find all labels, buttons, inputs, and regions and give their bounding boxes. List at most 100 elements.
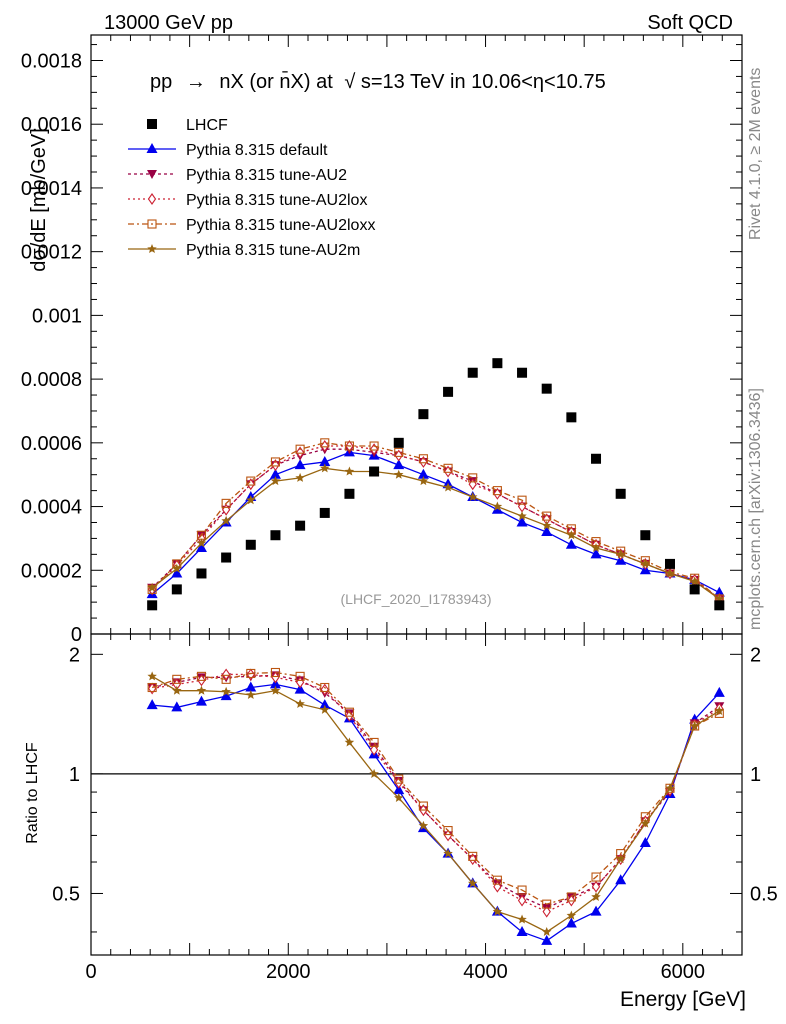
- ratio-point: [320, 704, 330, 714]
- data-point: [295, 444, 305, 454]
- series-line: [151, 671, 720, 905]
- data-point: [221, 552, 232, 563]
- data-point: [517, 511, 527, 521]
- x-tick-label: 0: [85, 961, 96, 983]
- data-point: [295, 520, 306, 531]
- main-y-tick-labels: 0 0.0002 0.0004 0.0006 0.0008 0.001 0.0012 0.00…: [21, 50, 82, 646]
- legend-marker: [147, 244, 157, 254]
- data-point: [492, 486, 502, 496]
- data-point: [541, 526, 553, 537]
- ratio-point: [516, 925, 528, 936]
- data-point: [689, 576, 700, 586]
- ratio-point: [468, 853, 477, 866]
- ratio-point: [591, 880, 601, 893]
- ratio-point: [394, 774, 404, 784]
- ratio-point: [172, 674, 182, 684]
- data-point: [443, 463, 453, 473]
- data-point: [147, 582, 157, 592]
- ratio-point: [320, 682, 330, 693]
- legend-item: Pythia 8.315 tune-AU2loxx: [128, 217, 375, 234]
- data-point: [369, 466, 380, 477]
- data-point: [320, 438, 330, 448]
- x-tick-label: 6000: [661, 961, 706, 983]
- legend-item: Pythia 8.315 tune-AU2m: [128, 242, 360, 259]
- data-point: [344, 466, 355, 476]
- main-y-axis-label: dσ/dE [mb/GeV]: [28, 128, 50, 272]
- data-point: [443, 482, 453, 492]
- y-tick-label: 0: [71, 624, 82, 646]
- legend-marker: [147, 170, 157, 179]
- ratio-point: [295, 671, 305, 681]
- data-point: [417, 468, 429, 479]
- data-point: [221, 498, 231, 508]
- data-point: [319, 455, 331, 466]
- data-point: [467, 491, 478, 502]
- rivet-version-label: Rivet 4.1.0, ≥ 2M events: [747, 68, 764, 240]
- data-point: [344, 441, 354, 451]
- ratio-point: [195, 695, 207, 706]
- data-point: [320, 463, 330, 473]
- ratio-point: [714, 705, 725, 716]
- data-point: [542, 511, 552, 521]
- legend: LHCF Pythia 8.315 default Pythia 8.315 tun…: [128, 117, 375, 259]
- legend-label: LHCF: [186, 117, 228, 134]
- legend-label: Pythia 8.315 tune-AU2loxx: [186, 217, 375, 234]
- ratio-point: [468, 851, 478, 861]
- data-point: [294, 459, 306, 470]
- data-point: [418, 476, 429, 486]
- data-point: [590, 548, 602, 559]
- ratio-point: [393, 792, 404, 802]
- y-tick-label: 0.0008: [21, 369, 82, 391]
- ratio-point: [443, 826, 453, 836]
- series-pythia-8-315-tune-au2loxx: [147, 438, 724, 604]
- ratio-point: [269, 678, 281, 689]
- ratio-point: [615, 874, 627, 885]
- ratio-y-tick-labels: 0.5 0.5 1 1 2 2: [52, 644, 778, 905]
- data-point: [665, 568, 675, 578]
- data-point: [418, 409, 429, 420]
- data-point: [541, 383, 552, 394]
- ratio-point: [541, 934, 553, 945]
- data-point: [615, 549, 626, 559]
- data-point: [171, 567, 183, 578]
- ratio-series-pythia-8-315-tune-au2m: [147, 671, 725, 937]
- y-tick-label: 0.0014: [21, 178, 82, 200]
- data-point: [714, 593, 725, 603]
- ratio-point: [517, 885, 527, 895]
- x-tick-labels: 0 2000 4000 6000: [85, 961, 705, 983]
- ratio-point: [591, 872, 601, 882]
- ratio-point: [196, 685, 207, 695]
- legend-label: Pythia 8.315 tune-AU2lox: [186, 192, 367, 209]
- ratio-point: [271, 671, 280, 684]
- data-point: [171, 584, 182, 595]
- ratio-tick-label-left: 2: [69, 644, 80, 666]
- main-series-group: [146, 358, 725, 611]
- data-point: [270, 530, 281, 541]
- ratio-point: [171, 701, 183, 712]
- data-point: [591, 542, 601, 553]
- data-point: [196, 568, 207, 579]
- ratio-point: [221, 674, 231, 684]
- data-point: [271, 459, 280, 472]
- title-arrow: →: [186, 71, 206, 93]
- legend-label: Pythia 8.315 default: [186, 142, 328, 159]
- ratio-point: [147, 682, 157, 693]
- data-point: [640, 558, 651, 568]
- header-right-label: Soft QCD: [647, 12, 733, 34]
- title-sqrt: √: [344, 71, 355, 93]
- ratio-point: [245, 681, 257, 692]
- analysis-watermark: (LHCF_2020_I1783943): [341, 591, 492, 607]
- legend-label: Pythia 8.315 tune-AU2: [186, 167, 347, 184]
- data-point: [270, 476, 281, 486]
- data-point: [566, 412, 577, 423]
- header-left-label: 13000 GeV pp: [104, 12, 233, 34]
- y-tick-label: 0.0018: [21, 50, 82, 72]
- legend-item: Pythia 8.315 tune-AU2lox: [128, 192, 367, 209]
- ratio-point: [369, 737, 379, 747]
- data-point: [270, 457, 281, 467]
- ratio-point: [566, 892, 576, 902]
- ratio-point: [146, 699, 158, 710]
- data-point: [640, 530, 651, 541]
- axis-ticks: [90, 35, 743, 955]
